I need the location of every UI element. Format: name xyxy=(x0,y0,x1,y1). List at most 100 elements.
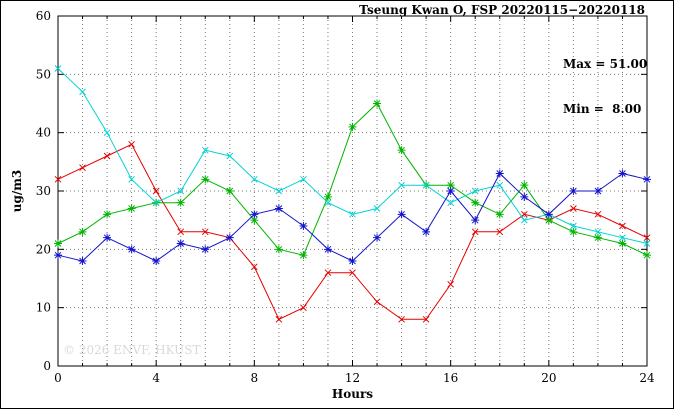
series-red-marker xyxy=(373,298,381,306)
series-blue-marker xyxy=(520,192,529,201)
y-tick-label: 40 xyxy=(36,126,51,140)
series-green-marker xyxy=(643,251,651,260)
series-green-marker xyxy=(544,216,553,225)
y-tick-label: 0 xyxy=(43,359,51,373)
y-tick-label: 60 xyxy=(36,9,51,23)
series-blue-marker xyxy=(323,245,332,254)
series-blue-line xyxy=(57,172,648,262)
series-green-marker xyxy=(103,210,112,219)
series-green-marker xyxy=(201,175,210,184)
series-blue-marker xyxy=(348,257,357,265)
series-green-marker xyxy=(274,245,283,254)
series-red-marker xyxy=(570,205,577,212)
series-red-marker xyxy=(643,234,651,242)
series-cyan-marker xyxy=(373,205,381,212)
series-cyan-marker xyxy=(275,187,283,195)
y-tick-label: 20 xyxy=(36,242,51,256)
series-blue-marker xyxy=(593,187,602,195)
x-tick-label: 16 xyxy=(443,371,458,385)
x-tick-label: 12 xyxy=(345,371,360,385)
series-blue-marker xyxy=(618,169,627,178)
min-label: Min = 8.00 xyxy=(563,102,642,116)
series-red-marker xyxy=(447,280,455,288)
series-red-marker xyxy=(250,263,258,271)
series-blue-marker xyxy=(446,187,455,195)
series-green-marker xyxy=(446,181,455,190)
series-red-line xyxy=(57,143,648,320)
series-red-marker xyxy=(594,210,602,218)
series-cyan-marker xyxy=(447,199,455,207)
series-blue-marker xyxy=(544,210,553,219)
series-blue-marker xyxy=(78,257,87,265)
x-axis-label: Hours xyxy=(331,387,374,401)
series-cyan-marker xyxy=(594,228,602,236)
series-red-marker xyxy=(275,315,283,323)
series-blue-marker xyxy=(54,251,62,260)
series-blue-marker xyxy=(127,245,136,254)
x-tick-label: 20 xyxy=(541,371,556,385)
series-blue-marker xyxy=(274,204,283,213)
series-cyan-marker xyxy=(79,88,86,96)
series-cyan-marker xyxy=(324,199,332,207)
series-blue-marker xyxy=(176,239,185,248)
series-red-marker xyxy=(201,228,209,236)
series-blue-marker xyxy=(569,187,578,195)
series-green-marker xyxy=(225,187,234,195)
series-blue-marker xyxy=(299,222,308,230)
series-green-marker xyxy=(127,204,136,213)
series-blue-marker xyxy=(422,227,431,236)
series-cyan-marker xyxy=(201,146,209,154)
series-cyan-marker xyxy=(496,181,504,189)
series-green-marker xyxy=(373,99,382,108)
series-blue-marker xyxy=(643,175,651,184)
series-red-marker xyxy=(300,304,307,312)
series-green-marker xyxy=(520,181,529,190)
series-blue-marker xyxy=(397,210,406,219)
series-cyan-marker xyxy=(54,65,62,72)
x-tick-label: 8 xyxy=(251,371,259,385)
series-cyan-marker xyxy=(471,187,479,195)
series-red-marker xyxy=(398,315,405,323)
series-green-marker xyxy=(299,251,308,260)
series-green-marker xyxy=(569,227,578,236)
series-cyan-marker xyxy=(226,152,234,160)
series-green-marker xyxy=(471,198,480,207)
series-cyan-marker xyxy=(520,216,528,224)
series-cyan-marker xyxy=(398,181,405,189)
chart-title: Tseung Kwan O, FSP 20220115−20220118 xyxy=(359,3,645,17)
series-green-marker xyxy=(397,146,406,155)
series-green-marker xyxy=(323,192,332,201)
series-blue-marker xyxy=(152,257,161,265)
series-blue-marker xyxy=(250,210,259,219)
series-cyan-marker xyxy=(643,240,651,247)
x-tick-label: 4 xyxy=(152,371,160,385)
series-blue-marker xyxy=(373,233,382,242)
series-red-marker xyxy=(471,228,479,236)
series-red-marker xyxy=(152,187,160,195)
series-red-marker xyxy=(177,228,185,236)
watermark: © 2026 ENVF, HKUST xyxy=(63,343,201,357)
series-cyan-marker xyxy=(152,199,160,207)
series-red-marker xyxy=(619,222,626,230)
series-green-marker xyxy=(54,239,62,248)
series-cyan-marker xyxy=(349,210,356,218)
series-red-marker xyxy=(54,175,62,183)
series-blue-marker xyxy=(495,169,504,178)
series-cyan-marker xyxy=(570,222,577,230)
series-cyan-marker xyxy=(300,175,307,183)
series-cyan-marker xyxy=(619,234,626,242)
series-red-marker xyxy=(520,210,528,218)
stats-annotation: Max = 51.00 Min = 8.00 xyxy=(563,27,647,147)
y-axis-label: ug/m3 xyxy=(10,169,24,213)
series-blue-marker xyxy=(225,233,234,242)
series-cyan-marker xyxy=(250,175,258,183)
series-green-marker xyxy=(495,210,504,219)
series-red-marker xyxy=(103,152,111,160)
series-green-marker xyxy=(618,239,627,248)
series-cyan-marker xyxy=(177,187,185,195)
series-cyan-marker xyxy=(128,175,135,183)
series-blue-marker xyxy=(103,233,112,242)
series-red-marker xyxy=(349,269,356,277)
series-red-marker xyxy=(496,228,504,236)
